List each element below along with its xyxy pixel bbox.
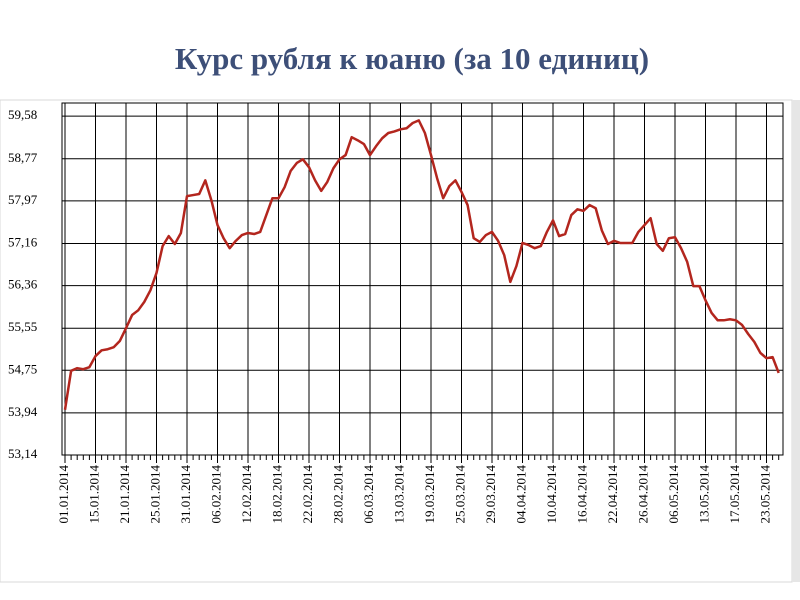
x-tick-label: 21.01.2014 <box>117 465 132 524</box>
x-tick-label: 31.01.2014 <box>178 465 193 524</box>
x-tick-label: 01.01.2014 <box>56 465 71 524</box>
panel-shadow <box>792 100 800 582</box>
chart-title: Курс рубля к юаню (за 10 единиц) <box>175 41 649 76</box>
x-tick-label: 26.04.2014 <box>635 465 650 524</box>
y-tick-label: 55,55 <box>8 319 37 334</box>
x-tick-label: 13.03.2014 <box>391 465 406 524</box>
y-tick-label: 59,58 <box>8 107 37 122</box>
y-tick-label: 58,77 <box>8 150 38 165</box>
y-tick-label: 56,36 <box>8 277 38 292</box>
y-tick-label: 53,94 <box>8 404 38 419</box>
x-tick-label: 22.04.2014 <box>605 465 620 524</box>
x-tick-label: 13.05.2014 <box>696 465 711 524</box>
x-tick-label: 16.04.2014 <box>574 465 589 524</box>
x-tick-label: 12.02.2014 <box>239 465 254 524</box>
y-tick-label: 54,75 <box>8 361 37 376</box>
x-tick-label: 19.03.2014 <box>422 465 437 524</box>
x-tick-label: 22.02.2014 <box>300 465 315 524</box>
x-tick-label: 06.05.2014 <box>666 465 681 524</box>
x-tick-label: 28.02.2014 <box>330 465 345 524</box>
y-tick-label: 57,97 <box>8 192 38 207</box>
x-tick-label: 04.04.2014 <box>513 465 528 524</box>
x-tick-label: 17.05.2014 <box>727 465 742 524</box>
x-tick-label: 06.03.2014 <box>361 465 376 524</box>
x-tick-label: 23.05.2014 <box>757 465 772 524</box>
x-tick-label: 25.03.2014 <box>452 465 467 524</box>
x-tick-label: 15.01.2014 <box>86 465 101 524</box>
data-line <box>63 119 780 410</box>
x-tick-label: 06.02.2014 <box>208 465 223 524</box>
x-tick-label: 25.01.2014 <box>147 465 162 524</box>
x-tick-label: 10.04.2014 <box>544 465 559 524</box>
x-tick-label: 29.03.2014 <box>483 465 498 524</box>
plot-area <box>61 102 784 456</box>
x-tick-label: 18.02.2014 <box>269 465 284 524</box>
y-tick-label: 57,16 <box>8 234 38 249</box>
y-tick-label: 53,14 <box>8 446 38 461</box>
